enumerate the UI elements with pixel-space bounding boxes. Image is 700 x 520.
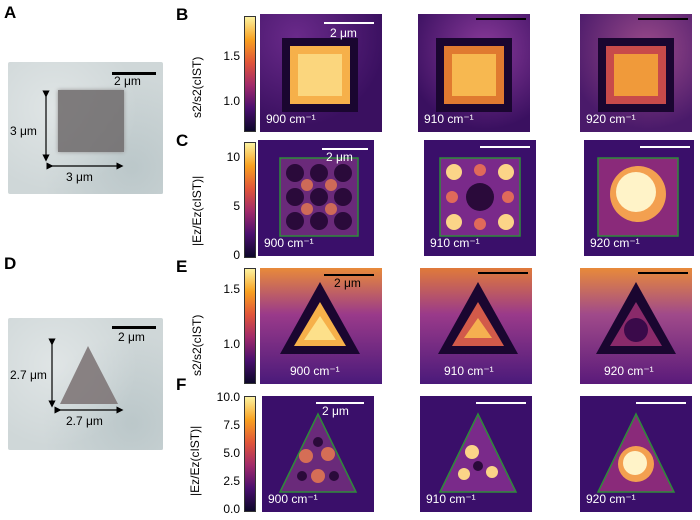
scale-bar: [478, 272, 528, 274]
scale-bar: [480, 146, 530, 148]
triangle-flake: [48, 338, 124, 414]
y-axis-label: |Ez/Ez(cIST)|: [188, 425, 202, 496]
map-e-910: 910 cm⁻¹: [420, 268, 532, 384]
scale-bar-label: 2 μm: [118, 330, 145, 344]
scale-bar: [112, 326, 156, 329]
tick-label: 10.0: [216, 390, 240, 404]
scale-bar: [640, 146, 690, 148]
tick-label: 1.0: [223, 94, 240, 108]
optical-image-triangle: 2 μm 2.7 μm 2.7 μm: [8, 318, 163, 450]
scale-bar: [476, 18, 526, 20]
tick-label: 0: [233, 248, 240, 262]
panel-label-e: E: [176, 257, 188, 276]
scale-bar-label: 2 μm: [334, 276, 361, 290]
panel-label-d: D: [4, 254, 17, 273]
wavenumber-label: 900 cm⁻¹: [266, 112, 316, 126]
wavenumber-label: 920 cm⁻¹: [604, 364, 654, 378]
y-axis-label: s2/s2(cIST): [190, 56, 204, 118]
wavenumber-label: 910 cm⁻¹: [430, 236, 480, 250]
map-b-910: 910 cm⁻¹: [418, 14, 530, 132]
tick-label: 1.5: [223, 282, 240, 296]
scale-bar-label: 2 μm: [326, 150, 353, 164]
map-e-910: 2 μm 900 cm⁻¹: [260, 268, 382, 384]
map-b-900: 2 μm 900 cm⁻¹: [260, 14, 382, 132]
tick-label: 0.0: [223, 502, 240, 516]
map-f-920: 920 cm⁻¹: [580, 396, 692, 512]
scale-bar: [316, 402, 364, 404]
colorbar-e: [244, 268, 256, 384]
tick-label: 1.5: [223, 49, 240, 63]
height-label: 2.7 μm: [10, 368, 47, 382]
tick-label: 7.5: [223, 418, 240, 432]
map-c-900: 2 μm 900 cm⁻¹: [258, 140, 374, 256]
scale-bar: [112, 72, 156, 75]
scale-bar: [476, 402, 526, 404]
optical-image-square: 2 μm 3 μm 3 μm: [8, 62, 163, 194]
dimension-arrows: [42, 90, 124, 170]
panel-label-f: F: [176, 375, 187, 394]
width-label: 2.7 μm: [66, 414, 103, 428]
tick-label: 5: [233, 199, 240, 213]
tick-label: 2.5: [223, 474, 240, 488]
y-axis-label: |Ez/Ez(cIST)|: [190, 175, 204, 246]
panel-label-b: B: [176, 5, 189, 24]
scale-bar-label: 2 μm: [322, 404, 349, 418]
map-f-900: 2 μm 900 cm⁻¹: [262, 396, 374, 512]
wavenumber-label: 920 cm⁻¹: [586, 112, 636, 126]
map-c-910: 910 cm⁻¹: [424, 140, 536, 256]
wavenumber-label: 920 cm⁻¹: [586, 492, 636, 506]
scale-bar: [638, 272, 688, 274]
wavenumber-label: 910 cm⁻¹: [424, 112, 474, 126]
scale-bar: [322, 148, 368, 150]
scale-bar: [324, 274, 374, 276]
tick-label: 10: [226, 150, 240, 164]
scale-bar-label: 2 μm: [114, 74, 141, 88]
square-flake: [58, 90, 124, 152]
colorbar-b: [244, 16, 256, 132]
colorbar-c: [244, 142, 256, 258]
scale-bar: [636, 402, 686, 404]
wavenumber-label: 910 cm⁻¹: [444, 364, 494, 378]
wavenumber-label: 910 cm⁻¹: [426, 492, 476, 506]
wavenumber-label: 900 cm⁻¹: [264, 236, 314, 250]
colorbar-f: [244, 396, 256, 512]
width-label: 3 μm: [66, 170, 93, 184]
panel-label-c: C: [176, 131, 189, 150]
map-f-910: 910 cm⁻¹: [420, 396, 532, 512]
scale-bar: [638, 18, 688, 20]
tick-label: 1.0: [223, 337, 240, 351]
map-e-920: 920 cm⁻¹: [580, 268, 692, 384]
scale-bar: [324, 22, 374, 24]
height-label: 3 μm: [10, 124, 37, 138]
map-c-920: 920 cm⁻¹: [584, 140, 694, 256]
scale-bar-label: 2 μm: [330, 26, 357, 40]
tick-label: 5.0: [223, 446, 240, 460]
wavenumber-label: 900 cm⁻¹: [268, 492, 318, 506]
wavenumber-label: 900 cm⁻¹: [290, 364, 340, 378]
y-axis-label: s2/s2(cIST): [190, 314, 204, 376]
wavenumber-label: 920 cm⁻¹: [590, 236, 640, 250]
map-b-920: 920 cm⁻¹: [580, 14, 692, 132]
panel-label-a: A: [4, 3, 17, 22]
